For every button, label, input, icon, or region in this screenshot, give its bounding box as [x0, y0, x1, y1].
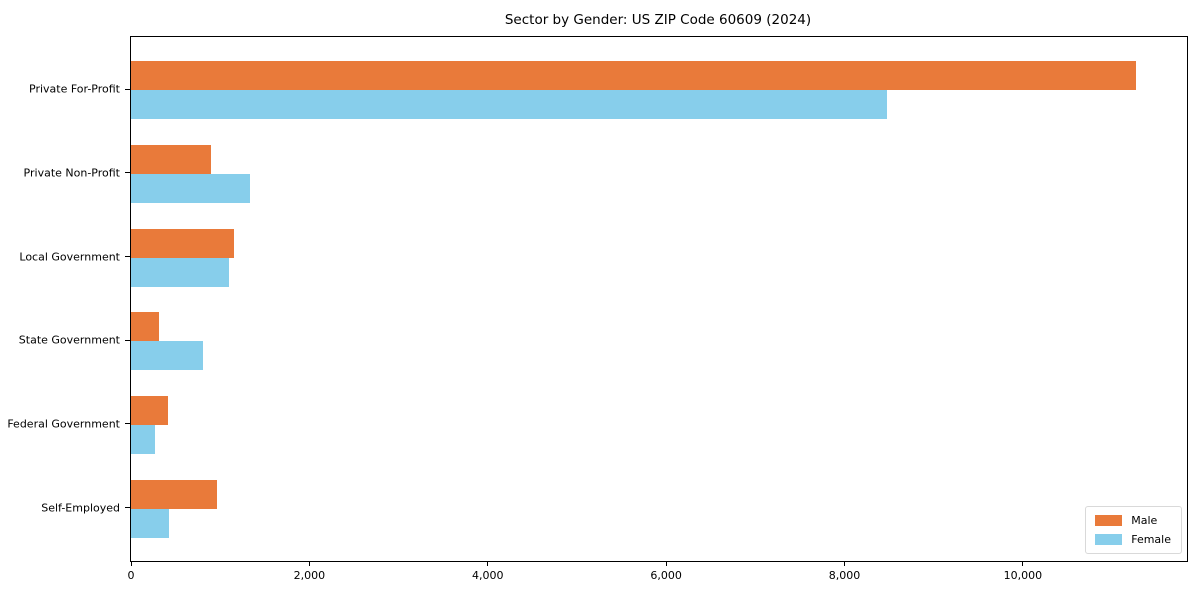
y-tick-label: Private Non-Profit [23, 166, 120, 180]
x-tick-label: 10,000 [1003, 569, 1043, 582]
bar-female-private-non-profit [131, 173, 250, 203]
legend-swatch-female [1095, 534, 1123, 545]
x-tick-mark [1022, 561, 1024, 566]
y-tick-mark [125, 423, 130, 425]
y-tick-label: Self-Employed [41, 501, 120, 514]
y-tick-mark [125, 507, 130, 508]
x-tick-mark [665, 561, 667, 566]
x-tick-mark [487, 561, 489, 566]
y-tick-label: State Government [18, 333, 120, 347]
bar-female-self-employed [131, 508, 170, 538]
legend-label: Male [1131, 514, 1158, 527]
x-tick-mark [308, 561, 310, 566]
bar-female-federal-government [131, 424, 156, 454]
y-tick-label: Local Government [19, 250, 120, 264]
x-tick-label: 6,000 [650, 569, 682, 582]
legend: Male Female [1085, 506, 1182, 554]
y-tick-mark [125, 256, 130, 258]
x-tick-mark [844, 561, 845, 566]
x-tick-mark [130, 561, 132, 566]
y-tick-mark [125, 339, 130, 341]
plot-area: Male Female [130, 36, 1188, 562]
y-tick-mark [125, 88, 130, 90]
bar-male-state-government [131, 312, 159, 342]
x-tick-label: 4,000 [472, 569, 504, 582]
bar-male-private-for-profit [131, 61, 1137, 91]
x-tick-label: 2,000 [293, 569, 326, 582]
y-tick-label: Federal Government [7, 417, 120, 431]
x-axis: 0 2,000 4,000 6,000 8,000 10,000 [127, 561, 1187, 595]
bar-female-local-government [131, 257, 230, 287]
x-tick-label: 0 [127, 569, 135, 582]
chart-title: Sector by Gender: US ZIP Code 60609 (202… [504, 12, 812, 28]
legend-swatch-male [1095, 515, 1123, 526]
legend-item-female: Female [1095, 533, 1171, 546]
x-tick-label: 8,000 [828, 569, 861, 582]
y-tick-mark [125, 172, 130, 174]
bar-male-federal-government [131, 395, 169, 425]
y-tick-label: Private For-Profit [29, 82, 120, 96]
bar-female-state-government [131, 341, 204, 371]
bar-male-local-government [131, 228, 234, 258]
y-axis: Private For-Profit Private Non-Profit Loca… [0, 36, 130, 560]
bar-male-private-non-profit [131, 144, 212, 174]
bar-male-self-employed [131, 479, 217, 509]
bar-female-private-for-profit [131, 90, 888, 120]
legend-label: Female [1131, 533, 1171, 546]
legend-item-male: Male [1095, 514, 1171, 527]
